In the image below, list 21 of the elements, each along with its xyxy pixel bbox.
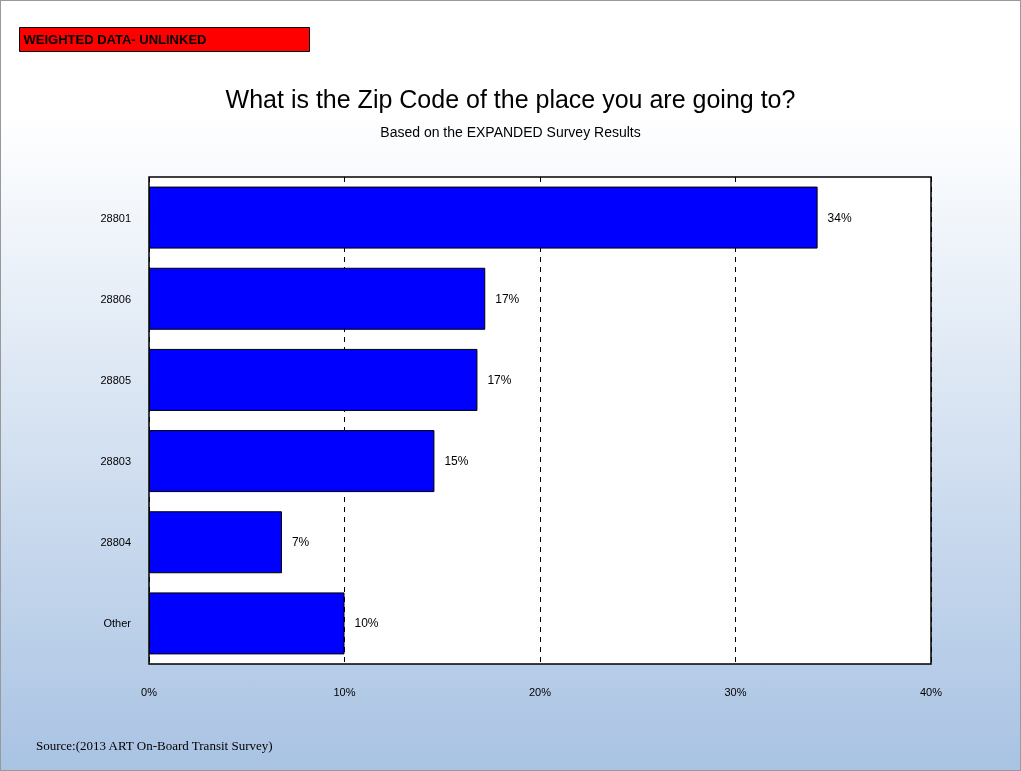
- y-tick-label: 28804: [100, 536, 131, 549]
- x-tick-label: 40%: [919, 685, 943, 698]
- y-tick-label: Other: [103, 617, 132, 630]
- text: WEIGHTED DATA- UNLINKED: [23, 31, 207, 47]
- chart-subtitle: Based on the EXPANDED Survey Results: [380, 124, 641, 140]
- source-note: Source:(2013 ART On-Board Transit Survey): [36, 738, 273, 753]
- data-label: 7%: [291, 535, 310, 550]
- data-label: 15%: [444, 454, 469, 469]
- x-tick-label: 0%: [141, 685, 158, 698]
- data-label: 17%: [495, 291, 520, 306]
- data-label: 34%: [827, 210, 852, 225]
- x-tick-label: 30%: [724, 685, 747, 698]
- chart-title: What is the Zip Code of the place you are going to?: [225, 84, 796, 113]
- data-label: 10%: [354, 616, 379, 631]
- y-tick-label: 28806: [100, 292, 131, 305]
- y-tick-label: 28803: [100, 455, 131, 468]
- x-tick-label: 10%: [333, 685, 356, 698]
- y-tick-label: 28801: [100, 211, 131, 224]
- data-label: 17%: [487, 372, 512, 387]
- y-tick-label: 28805: [100, 373, 131, 386]
- x-tick-label: 20%: [528, 685, 552, 698]
